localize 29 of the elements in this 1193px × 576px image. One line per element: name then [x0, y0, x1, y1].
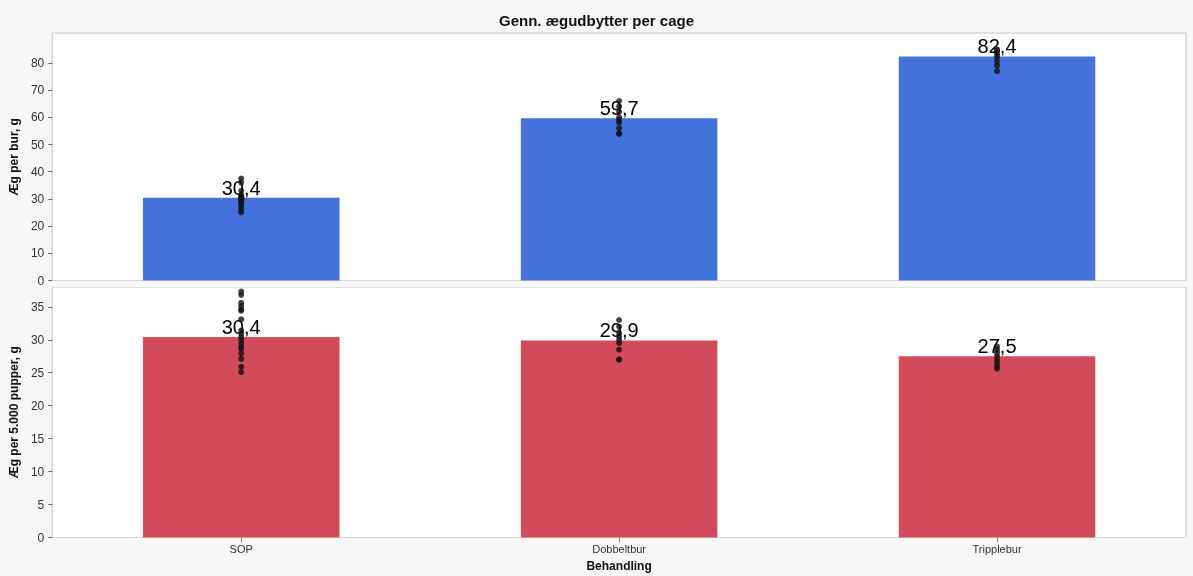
y-tick-label: 40	[30, 164, 45, 179]
data-label: 30,4	[221, 315, 261, 338]
x-tick-label: Tripplebur	[972, 542, 1022, 555]
y-tick-label: 35	[30, 299, 45, 314]
data-label: 82,4	[977, 35, 1017, 58]
y-tick-label: 60	[30, 110, 45, 125]
y-tick-label: 20	[30, 219, 45, 234]
y-tick-label: 50	[30, 137, 45, 152]
x-tick-label: SOP	[229, 542, 253, 555]
x-tick-label: Dobbeltbur	[592, 542, 647, 555]
y-tick-label: 30	[30, 191, 45, 206]
y-tick-label: 5	[37, 497, 45, 512]
y-tick-label: 70	[30, 83, 45, 98]
y-tick-label: 80	[30, 55, 45, 70]
x-axis-title: Behandling	[586, 558, 652, 572]
y-axis-title: Æg per 5.000 pupper, g	[7, 345, 21, 478]
data-label: 29,9	[599, 318, 639, 341]
chart-title: Genn. ægudbytter per cage	[498, 12, 695, 29]
data-label: 30,4	[221, 176, 261, 199]
data-label: 27,5	[977, 334, 1017, 357]
y-tick-label: 30	[30, 332, 45, 347]
y-axis-title: Æg per bur, g	[7, 118, 21, 196]
y-tick-label: 10	[30, 246, 45, 261]
y-tick-label: 0	[37, 530, 45, 545]
y-tick-label: 25	[30, 365, 45, 380]
y-tick-label: 20	[30, 398, 45, 413]
y-tick-label: 0	[37, 273, 45, 288]
y-tick-label: 10	[30, 464, 45, 479]
y-tick-label: 15	[30, 431, 45, 446]
